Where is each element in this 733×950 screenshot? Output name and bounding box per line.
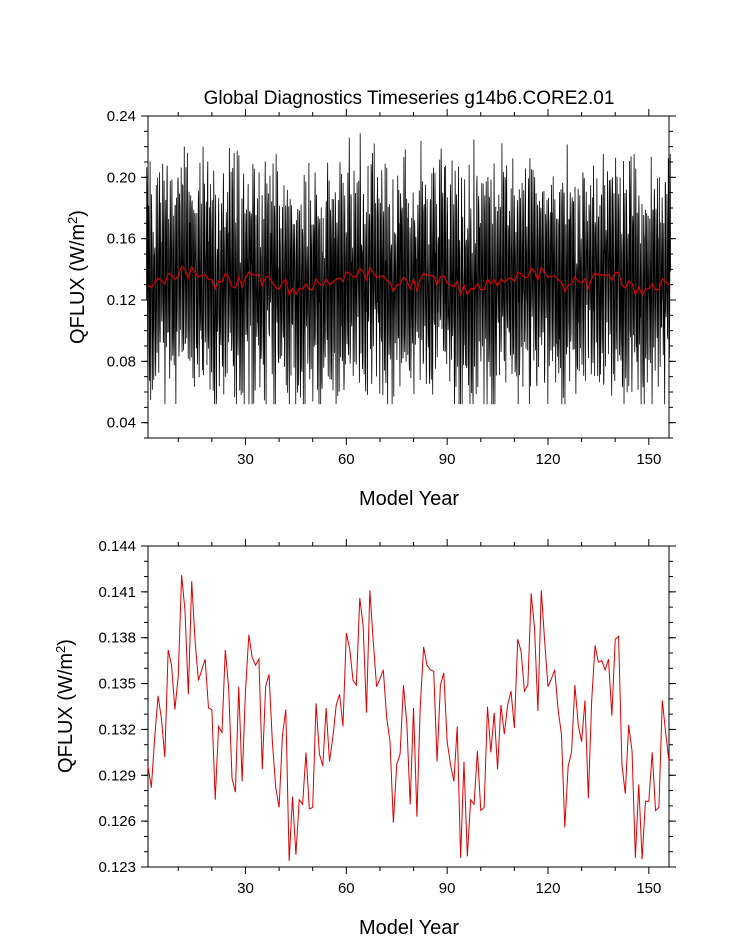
y-tick-label: 0.144 <box>98 538 136 555</box>
x-tick-label: 120 <box>535 451 560 468</box>
data-series-group <box>147 574 670 861</box>
y-axis-label-superscript: 2 <box>53 646 68 653</box>
series-annual-mean-line <box>147 574 670 861</box>
chart-panel-bottom: 30 60 90 120 150 0.123 0.126 0.129 0.132 0.135 0.1… <box>53 538 676 939</box>
y-axis-label: QFLUX (W/m2) <box>53 639 77 773</box>
x-axis-label: Model Year <box>359 917 459 939</box>
y-tick-label: 0.20 <box>107 169 136 186</box>
y-tick-label: 0.12 <box>107 292 136 309</box>
y-tick-label: 0.16 <box>107 231 136 248</box>
x-tick-label: 90 <box>439 880 456 897</box>
y-tick-label: 0.135 <box>98 676 136 693</box>
plot-frame <box>147 545 670 868</box>
data-series-group <box>146 133 671 405</box>
y-axis-label-close: ) <box>55 639 77 646</box>
y-tick-label: 0.08 <box>107 353 136 370</box>
x-tick-label: 60 <box>338 880 355 897</box>
y-tick-label: 0.24 <box>107 108 136 125</box>
axis-ticks-group: 30 60 90 120 150 0.04 0.08 0.12 0.16 0.20 0.24 <box>107 108 676 468</box>
y-tick-label: 0.141 <box>98 584 136 601</box>
y-axis-label: QFLUX (W/m2) <box>65 210 89 344</box>
y-tick-label: 0.138 <box>98 630 136 647</box>
chart-title: Global Diagnostics Timeseries g14b6.CORE… <box>204 88 615 109</box>
x-tick-label: 120 <box>535 880 560 897</box>
y-axis-label-text: QFLUX (W/m <box>55 653 77 773</box>
series-annual-mean-line <box>147 264 670 297</box>
y-tick-label: 0.04 <box>107 415 136 432</box>
y-tick-label: 0.132 <box>98 721 136 738</box>
x-tick-label: 30 <box>237 451 254 468</box>
x-tick-label: 60 <box>338 451 355 468</box>
axis-ticks-group: 30 60 90 120 150 0.123 0.126 0.129 0.132 0.135 0.1… <box>98 538 676 897</box>
x-tick-label: 150 <box>636 880 661 897</box>
x-tick-label: 150 <box>636 451 661 468</box>
y-tick-label: 0.126 <box>98 813 136 830</box>
y-tick-label: 0.123 <box>98 859 136 876</box>
x-axis-label: Model Year <box>359 488 459 510</box>
y-axis-label-close: ) <box>67 210 89 217</box>
x-tick-label: 90 <box>439 451 456 468</box>
y-axis-label-text: QFLUX (W/m <box>67 224 89 344</box>
x-tick-label: 30 <box>237 880 254 897</box>
chart-panel-top: Global Diagnostics Timeseries g14b6.CORE… <box>65 88 676 510</box>
series-monthly-line <box>146 133 671 405</box>
y-tick-label: 0.129 <box>98 767 136 784</box>
y-axis-label-superscript: 2 <box>65 217 80 224</box>
